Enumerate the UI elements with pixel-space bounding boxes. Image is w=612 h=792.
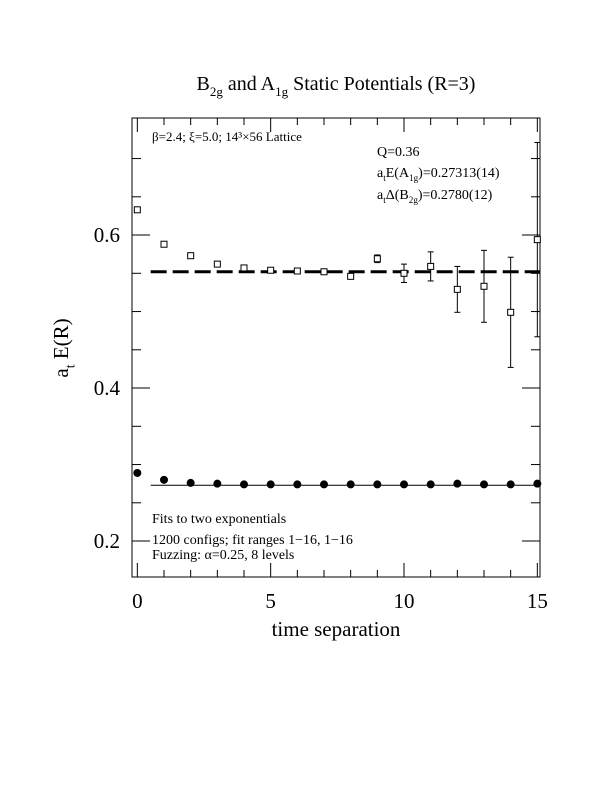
chart-title: B2g and A1g Static Potentials (R=3) bbox=[197, 73, 476, 99]
circle-marker bbox=[213, 479, 222, 488]
square-marker bbox=[400, 269, 408, 277]
square-marker bbox=[320, 268, 328, 276]
circle-marker bbox=[480, 480, 488, 489]
chart-title-subscript: 1g bbox=[275, 84, 289, 99]
y-tick-label: 0.6 bbox=[94, 223, 120, 247]
annotation-part: E(A bbox=[386, 166, 410, 181]
circle-marker bbox=[293, 480, 302, 489]
annotation: atΔ(B2g)=0.2780(12) bbox=[377, 188, 493, 205]
circle-marker bbox=[346, 480, 355, 489]
x-tick-label: 15 bbox=[527, 589, 548, 613]
y-tick-label: 0.4 bbox=[94, 376, 121, 400]
annotation-part: a bbox=[377, 166, 384, 181]
annotation: β=2.4; ξ=5.0; 14³×56 Lattice bbox=[152, 129, 302, 144]
square-marker bbox=[293, 267, 301, 275]
annotation-part: )=0.27313(14) bbox=[418, 166, 500, 181]
circle-marker bbox=[160, 475, 168, 484]
square-marker bbox=[347, 272, 355, 280]
circle-marker bbox=[373, 480, 382, 489]
circle-marker bbox=[320, 480, 328, 489]
plot-frame bbox=[131, 117, 541, 578]
x-tick-label: 5 bbox=[265, 589, 276, 613]
square-marker bbox=[160, 240, 168, 248]
chart-title-part: B bbox=[197, 73, 210, 95]
annotation: atE(A1g)=0.27313(14) bbox=[377, 166, 500, 183]
circle-marker bbox=[240, 480, 248, 489]
circle-marker bbox=[506, 480, 515, 489]
x-tick-label: 0 bbox=[132, 589, 143, 613]
y-axis-label-part: E(R) bbox=[49, 318, 73, 364]
square-marker bbox=[373, 255, 381, 263]
circle-marker bbox=[133, 468, 142, 477]
annotation-subscript: 1g bbox=[409, 173, 419, 183]
chart-title-part: and A bbox=[223, 73, 276, 95]
annotation: Fuzzing: α=0.25, 8 levels bbox=[152, 548, 294, 563]
y-tick-label: 0.2 bbox=[94, 529, 120, 553]
x-tick-label: 10 bbox=[394, 589, 415, 613]
circle-marker bbox=[453, 479, 462, 488]
annotation-subscript: t bbox=[383, 173, 386, 183]
square-marker bbox=[427, 262, 435, 270]
chart-title-subscript: 2g bbox=[210, 84, 224, 99]
square-marker bbox=[533, 236, 541, 244]
annotation-subscript: 2g bbox=[409, 195, 419, 205]
circle-marker bbox=[426, 480, 435, 489]
y-axis-label-subscript: t bbox=[62, 364, 77, 368]
y-axis-label-part: a bbox=[49, 368, 73, 378]
annotation-subscript: t bbox=[383, 195, 386, 205]
annotation: Fits to two exponentials bbox=[152, 512, 286, 527]
annotation-part: Δ(B bbox=[386, 188, 409, 203]
square-marker bbox=[133, 206, 141, 214]
y-axis-label: at E(R) bbox=[49, 318, 77, 377]
annotation-part: )=0.2780(12) bbox=[418, 188, 493, 203]
annotation-part: a bbox=[377, 188, 384, 203]
annotation: 1200 configs; fit ranges 1−16, 1−16 bbox=[152, 533, 353, 548]
square-marker bbox=[187, 252, 195, 260]
circle-marker bbox=[400, 480, 408, 489]
square-marker bbox=[240, 264, 248, 272]
square-marker bbox=[480, 282, 488, 290]
square-marker bbox=[453, 285, 461, 293]
circle-marker bbox=[266, 480, 275, 489]
square-marker bbox=[507, 308, 515, 316]
chart-title-part: Static Potentials (R=3) bbox=[288, 73, 475, 95]
circle-marker bbox=[533, 479, 542, 488]
square-marker bbox=[267, 266, 275, 274]
square-marker bbox=[213, 260, 221, 268]
annotation: Q=0.36 bbox=[377, 145, 420, 160]
x-axis-label: time separation bbox=[272, 617, 401, 641]
circle-marker bbox=[186, 478, 195, 487]
